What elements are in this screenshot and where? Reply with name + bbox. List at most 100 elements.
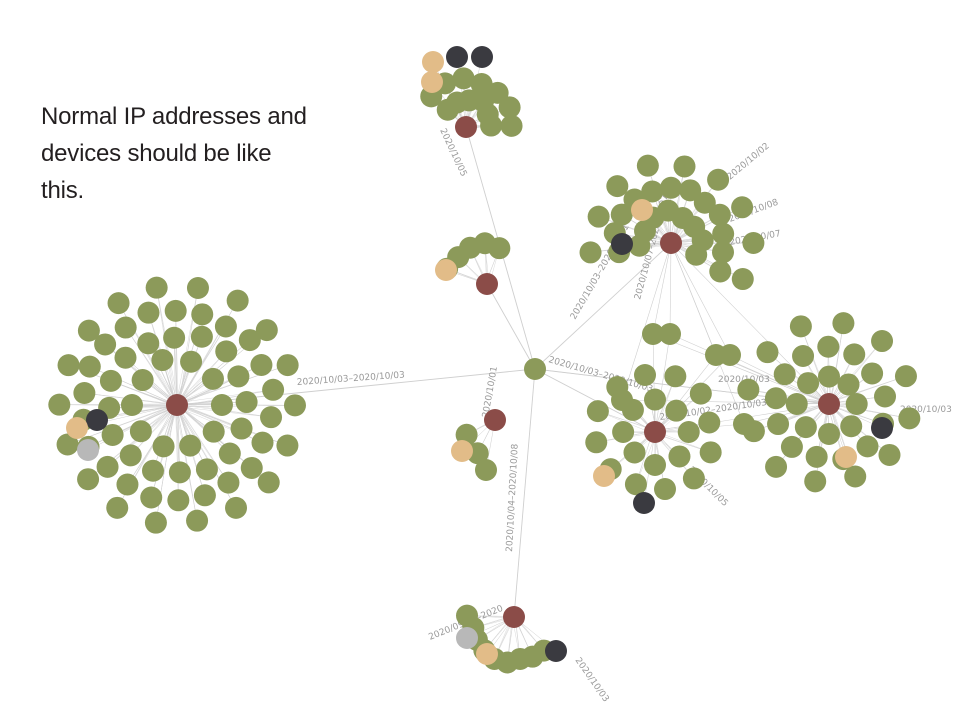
device-node (579, 241, 602, 264)
device-node (129, 420, 152, 443)
ip-node-beige (422, 51, 444, 73)
hub-node-top (455, 116, 477, 138)
device-node (217, 471, 240, 494)
device-node (707, 168, 730, 191)
hub-node-upper-mid (476, 273, 498, 295)
device-node (840, 415, 863, 438)
hub-node-center-right (644, 421, 666, 443)
device-node (797, 372, 820, 395)
device-node (878, 443, 901, 466)
device-node (257, 471, 280, 494)
device-node (794, 416, 817, 439)
device-node (742, 232, 765, 254)
device-node (805, 445, 828, 468)
device-node (201, 367, 224, 390)
edge-label: 2020/10/04–2020/10/08 (505, 443, 521, 552)
device-node (586, 400, 609, 423)
device-node (644, 453, 666, 476)
edge-spoke (175, 310, 178, 404)
edge-spoke (668, 179, 719, 243)
device-node (120, 394, 143, 416)
device-node (210, 394, 233, 416)
edge-connector (621, 242, 672, 401)
device-node (99, 369, 122, 392)
device-node (500, 114, 523, 137)
hub-node-left (166, 394, 188, 416)
device-node (480, 114, 503, 137)
device-node (106, 496, 129, 519)
device-node (818, 365, 840, 388)
device-node (168, 461, 191, 484)
device-node (698, 411, 721, 434)
device-node (77, 319, 100, 342)
edge-spoke (175, 405, 295, 407)
edge-spoke (767, 352, 828, 406)
device-node (682, 467, 705, 490)
device-node (644, 388, 666, 411)
edge-spoke (748, 389, 829, 403)
device-node (488, 237, 511, 260)
device-node (94, 333, 117, 356)
edge-label: 2020/10/03–2020/10/03 (297, 370, 406, 388)
edge-spoke (800, 326, 830, 403)
ip-node-beige (476, 643, 498, 665)
device-node (73, 382, 96, 405)
ip-node-beige (421, 71, 443, 93)
ip-node-dark (633, 492, 655, 514)
device-node (235, 391, 258, 414)
device-node (251, 431, 274, 454)
edge-connector (654, 423, 745, 433)
edge-spoke (827, 340, 883, 403)
device-node (585, 431, 608, 454)
device-node (137, 301, 160, 324)
device-node (226, 289, 249, 312)
device-node (202, 420, 225, 443)
device-node (190, 325, 213, 348)
device-node (486, 81, 509, 104)
device-node (77, 468, 100, 491)
device-node (785, 393, 808, 415)
device-node (804, 470, 827, 493)
edge-spoke (829, 323, 844, 405)
device-node (606, 175, 629, 198)
device-node (180, 350, 203, 373)
device-node (48, 393, 71, 416)
device-node (116, 473, 139, 496)
device-node (167, 489, 190, 512)
edge-spoke (125, 327, 177, 407)
ip-node-dark (611, 233, 633, 255)
hub-node-upper-right (660, 232, 682, 254)
device-node (276, 434, 299, 457)
ip-node-beige (631, 199, 653, 221)
edge-spoke (175, 405, 179, 501)
device-node (709, 260, 732, 283)
device-node (131, 369, 154, 392)
device-node (773, 363, 796, 386)
device-node (624, 473, 647, 496)
edge-label: 2020/10/02 (726, 141, 772, 182)
device-node (894, 365, 917, 388)
device-node (225, 496, 248, 519)
edge-connector (652, 242, 672, 335)
device-node (240, 456, 263, 479)
device-node (456, 604, 479, 627)
device-node (96, 455, 119, 478)
ip-node-dark (86, 409, 108, 431)
edge-spoke (672, 179, 719, 245)
device-node (673, 155, 696, 178)
device-node (789, 315, 812, 338)
device-node (871, 330, 894, 353)
ip-node-beige (835, 446, 857, 468)
edge-connector (654, 333, 671, 433)
ip-node-beige (451, 440, 473, 462)
edge-spoke (125, 327, 177, 404)
device-node (711, 241, 734, 264)
device-node (186, 276, 209, 299)
connector-node (719, 344, 741, 366)
edge-spoke (827, 402, 910, 419)
ip-node-beige (435, 259, 457, 281)
device-node (660, 176, 682, 199)
device-node (238, 329, 261, 352)
device-node (193, 484, 216, 507)
